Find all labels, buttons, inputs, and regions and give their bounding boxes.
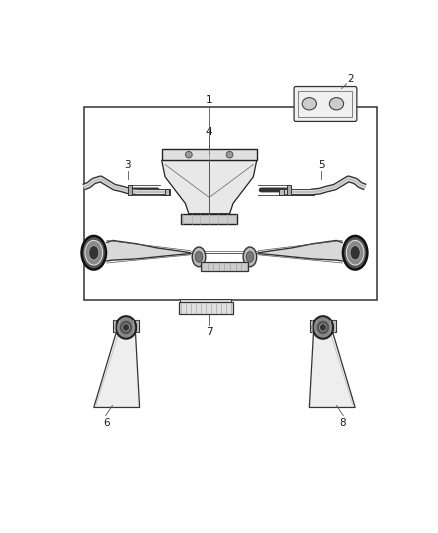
Text: 2: 2: [347, 74, 354, 84]
Ellipse shape: [329, 98, 344, 110]
Text: 8: 8: [339, 418, 346, 428]
Ellipse shape: [316, 320, 330, 335]
Bar: [310, 320, 336, 333]
Polygon shape: [107, 240, 191, 261]
Bar: [162, 149, 257, 160]
Text: 1: 1: [206, 95, 212, 105]
Ellipse shape: [343, 236, 367, 270]
Bar: [113, 320, 139, 333]
Ellipse shape: [85, 240, 102, 265]
Ellipse shape: [185, 151, 192, 158]
Text: 6: 6: [103, 418, 110, 428]
Bar: [201, 262, 248, 271]
Ellipse shape: [313, 316, 333, 339]
Text: 5: 5: [318, 160, 325, 170]
Ellipse shape: [192, 247, 206, 266]
Bar: [84, 107, 377, 300]
Ellipse shape: [88, 246, 99, 260]
Ellipse shape: [346, 240, 364, 265]
Polygon shape: [162, 160, 257, 214]
Text: 3: 3: [124, 160, 131, 170]
Ellipse shape: [243, 247, 257, 266]
Ellipse shape: [226, 151, 233, 158]
Polygon shape: [309, 334, 355, 407]
Ellipse shape: [350, 246, 360, 260]
Bar: [298, 92, 352, 117]
Polygon shape: [94, 334, 140, 407]
Bar: [128, 185, 132, 195]
Bar: [180, 298, 231, 302]
Ellipse shape: [81, 236, 106, 270]
Text: 7: 7: [206, 327, 212, 337]
Ellipse shape: [302, 98, 317, 110]
Bar: [165, 189, 170, 195]
Ellipse shape: [195, 252, 203, 262]
Bar: [179, 302, 233, 314]
Ellipse shape: [246, 252, 254, 262]
Ellipse shape: [123, 324, 130, 331]
FancyBboxPatch shape: [294, 86, 357, 122]
Ellipse shape: [119, 320, 133, 335]
Bar: [286, 185, 291, 195]
Ellipse shape: [320, 324, 326, 331]
Text: 4: 4: [206, 127, 212, 136]
Bar: [181, 214, 237, 224]
Ellipse shape: [116, 316, 136, 339]
Bar: [279, 189, 284, 195]
Polygon shape: [258, 240, 342, 261]
